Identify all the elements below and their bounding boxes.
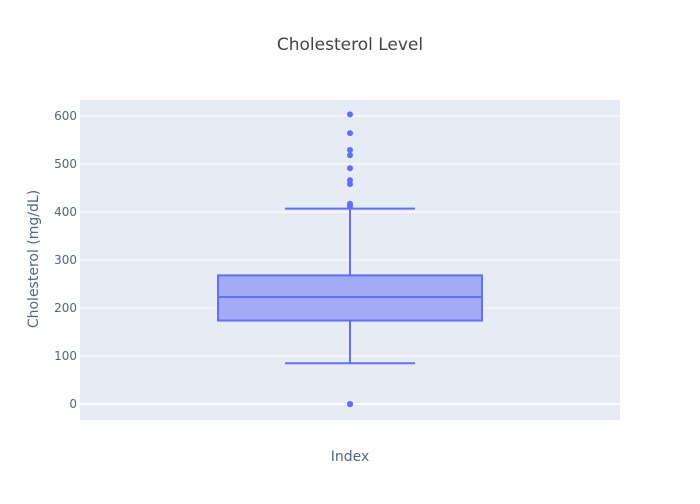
y-tick-label: 0	[69, 397, 77, 411]
y-tick-label: 400	[54, 205, 77, 219]
outlier-point	[347, 146, 353, 153]
outlier-point	[347, 200, 353, 207]
y-tick-label: 200	[54, 301, 77, 315]
x-axis-title: Index	[331, 449, 370, 465]
outlier-point	[347, 152, 353, 159]
outlier-points	[347, 111, 353, 408]
y-tick-label: 500	[54, 157, 77, 171]
y-axis-tick-labels: 0 100 200 300 400 500 600	[54, 109, 77, 411]
y-axis-title: Cholesterol (mg/dL)	[26, 190, 42, 328]
outlier-point	[347, 165, 353, 172]
outlier-point	[347, 177, 353, 184]
chart-title: Cholesterol Level	[277, 35, 423, 55]
outlier-point	[347, 130, 353, 137]
y-tick-label: 100	[54, 349, 77, 363]
y-tick-label: 600	[54, 109, 77, 123]
outlier-point	[347, 111, 353, 118]
y-tick-label: 300	[54, 253, 77, 267]
outlier-point	[347, 401, 353, 408]
